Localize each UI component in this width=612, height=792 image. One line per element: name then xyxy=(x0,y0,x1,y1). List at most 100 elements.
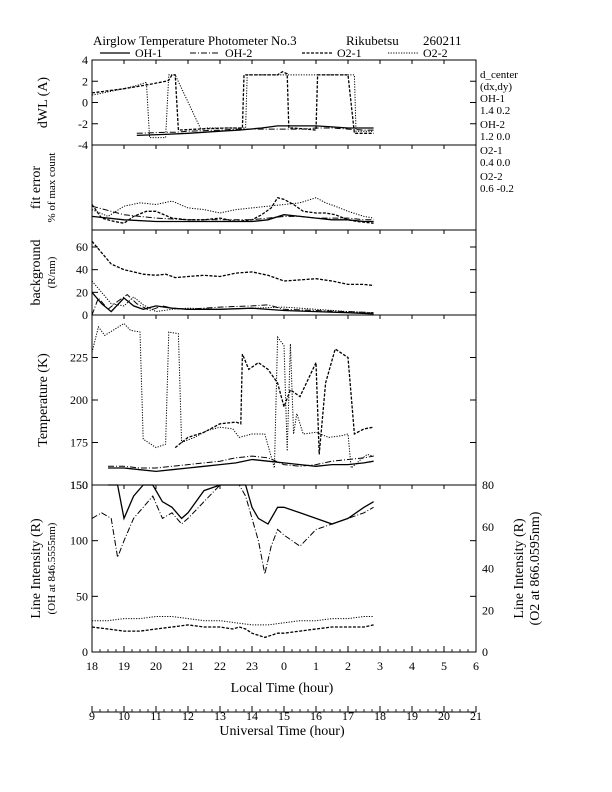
side-item-name: O2-2 xyxy=(480,171,503,183)
ut-tick-label: 19 xyxy=(406,709,418,723)
y-tick-label: -2 xyxy=(78,117,88,131)
axis-ticks: 1891910201121122213231401511621731841952… xyxy=(70,53,494,723)
y-tick-label: 20 xyxy=(76,285,88,299)
y-tick-label: 60 xyxy=(76,240,88,254)
side-info: d_center(dx,dy)OH-11.4 0.2 OH-21.2 0.0 O2-… xyxy=(480,69,518,195)
series-line-oh-2 xyxy=(91,484,374,575)
x-axis-label-local: Local Time (hour) xyxy=(231,681,334,696)
title-date: 260211 xyxy=(423,33,462,48)
y-tick-label: 175 xyxy=(70,436,88,450)
y-axis-label: (R/nm) xyxy=(46,256,58,288)
legend-label: O2-1 xyxy=(337,46,362,60)
y-tick-label: 4 xyxy=(82,53,88,67)
ut-tick-label: 20 xyxy=(438,709,450,723)
y-axis-label: % of max count xyxy=(46,153,58,223)
local-tick-label: 4 xyxy=(409,659,415,673)
side-item-name: OH-2 xyxy=(480,119,505,131)
panel-3-series xyxy=(91,322,374,473)
local-tick-label: 20 xyxy=(150,659,162,673)
plot-lines xyxy=(91,70,374,639)
series-line-oh-2 xyxy=(108,455,374,469)
y-axis-label: background xyxy=(29,239,44,305)
series-line-o2-1 xyxy=(91,70,374,134)
side-item-name: OH-1 xyxy=(480,93,505,105)
ut-tick-label: 11 xyxy=(150,709,162,723)
series-line-oh-2 xyxy=(91,293,374,316)
legend-label: OH-2 xyxy=(225,46,252,60)
series-line-oh-1 xyxy=(91,291,374,315)
y-tick-label: 40 xyxy=(76,263,88,277)
right-tick-label: 80 xyxy=(482,478,494,492)
y-tick-label: 0 xyxy=(82,96,88,110)
side-item-name: O2-1 xyxy=(480,145,503,157)
y-axis-label: fit error xyxy=(29,166,44,209)
series-line-o2-2 xyxy=(91,280,374,314)
y-tick-label: 2 xyxy=(82,74,88,88)
series-line-o2-1 xyxy=(91,196,374,224)
y-tick-label: 200 xyxy=(70,393,88,407)
side-subheader: (dx,dy) xyxy=(480,81,512,93)
y-axis-label: (OH at 846.5555nm) xyxy=(46,522,58,614)
series-line-oh-1 xyxy=(108,484,374,525)
right-tick-label: 0 xyxy=(482,645,488,659)
series-line-o2-2 xyxy=(91,197,374,219)
right-tick-label: 60 xyxy=(482,520,494,534)
y-axis-label: dWL (A) xyxy=(36,77,51,129)
legend: OH-1 OH-2 O2-1 O2-2 xyxy=(100,46,448,60)
local-tick-label: 2 xyxy=(345,659,351,673)
right-tick-label: 40 xyxy=(482,562,494,576)
title-name: Airglow Temperature Photometer No.3 xyxy=(93,33,297,48)
side-item-value: 1.4 0.2 xyxy=(480,105,510,117)
panel-frames xyxy=(91,59,477,713)
chart-title: Airglow Temperature Photometer No.3 Riku… xyxy=(93,33,462,48)
series-line-o2-1 xyxy=(91,624,374,639)
ut-tick-label: 10 xyxy=(118,709,130,723)
right-axis-label: (O2 at 866.0595nm) xyxy=(528,511,543,625)
right-tick-label: 20 xyxy=(482,603,494,617)
panel-2-series xyxy=(91,240,374,316)
series-line-o2-1 xyxy=(174,347,374,455)
local-tick-label: 21 xyxy=(182,659,194,673)
series-line-o2-2 xyxy=(91,322,374,470)
ut-tick-label: 15 xyxy=(278,709,290,723)
series-line-oh-1 xyxy=(91,214,374,223)
ut-tick-label: 12 xyxy=(182,709,194,723)
right-axis-label: Line Intensity (R) xyxy=(512,518,527,619)
ut-tick-label: 17 xyxy=(342,709,354,723)
local-tick-label: 6 xyxy=(473,659,479,673)
title-site: Rikubetsu xyxy=(346,33,399,48)
panel-1-series xyxy=(91,196,374,224)
series-line-oh-2 xyxy=(91,205,374,221)
legend-label: OH-1 xyxy=(135,46,162,60)
side-header: d_center xyxy=(480,69,518,81)
legend-label: O2-2 xyxy=(423,46,448,60)
y-tick-label: -4 xyxy=(78,138,88,152)
ut-tick-label: 14 xyxy=(246,709,258,723)
y-axis-label: Line Intensity (R) xyxy=(29,518,44,619)
y-axis-labels: dWL (A) fit error% of max count background… xyxy=(29,77,543,626)
local-tick-label: 1 xyxy=(313,659,319,673)
local-tick-label: 22 xyxy=(214,659,226,673)
y-tick-label: 100 xyxy=(70,534,88,548)
y-tick-label: 225 xyxy=(70,351,88,365)
y-tick-label: 150 xyxy=(70,478,88,492)
series-line-oh-1 xyxy=(136,125,374,137)
local-tick-label: 0 xyxy=(281,659,287,673)
local-tick-label: 3 xyxy=(377,659,383,673)
panel-4-series xyxy=(91,484,374,639)
y-tick-label: 0 xyxy=(82,645,88,659)
local-tick-label: 5 xyxy=(441,659,447,673)
y-tick-label: 50 xyxy=(76,589,88,603)
y-axis-label: Temperature (K) xyxy=(36,353,51,447)
series-line-o2-2 xyxy=(91,74,374,139)
ut-tick-label: 13 xyxy=(214,709,226,723)
local-tick-label: 23 xyxy=(246,659,258,673)
panel-0-series xyxy=(91,70,374,139)
series-line-o2-2 xyxy=(92,616,374,626)
series-line-oh-2 xyxy=(136,127,374,134)
x-axis-label-ut: Universal Time (hour) xyxy=(219,724,345,739)
ut-tick-label: 18 xyxy=(374,709,386,723)
ut-tick-label: 21 xyxy=(470,709,482,723)
local-tick-label: 19 xyxy=(118,659,130,673)
